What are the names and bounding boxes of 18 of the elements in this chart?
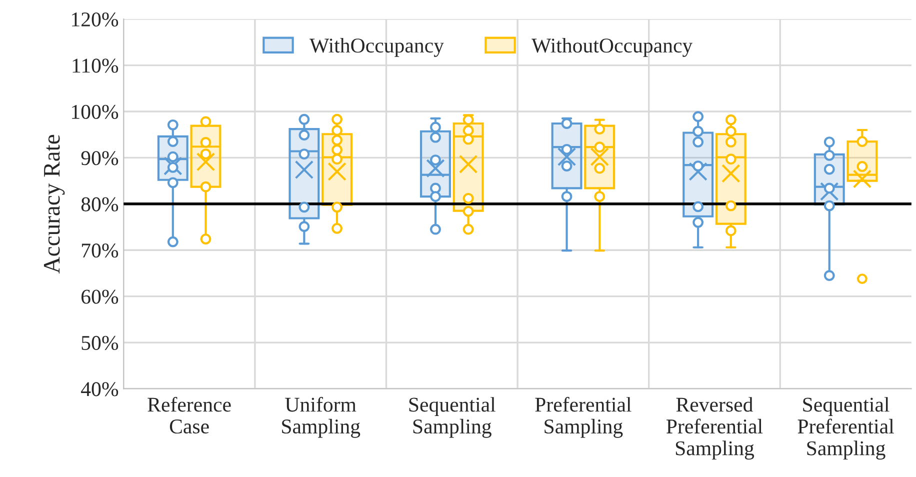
x-tick-label: Reversed Preferential Sampling <box>666 397 763 460</box>
y-tick-label: 50% <box>82 336 118 350</box>
y-tick-label: 70% <box>82 244 118 258</box>
y-axis-title: Accuracy Rate <box>44 134 65 274</box>
y-tick-label: 100% <box>72 104 118 119</box>
y-tick-label: 60% <box>82 290 118 304</box>
x-tick-label: Uniform Sampling <box>282 396 360 438</box>
legend-label: WithOccupancy <box>310 38 444 57</box>
legend-label: WithoutOccupancy <box>532 38 693 57</box>
y-tick-label: 110% <box>72 58 118 73</box>
y-tick-label: 80% <box>81 197 118 212</box>
y-tick-label: 90% <box>81 151 118 166</box>
x-tick-label: Sequential Preferential Sampling <box>798 397 894 460</box>
y-tick-label: 40% <box>81 382 118 396</box>
x-tick-label: Reference Case <box>148 396 231 434</box>
x-tick-label: Preferential Sampling <box>535 396 632 438</box>
x-tick-label: Sequential Sampling <box>409 397 496 438</box>
y-tick-label: 120% <box>72 12 118 27</box>
